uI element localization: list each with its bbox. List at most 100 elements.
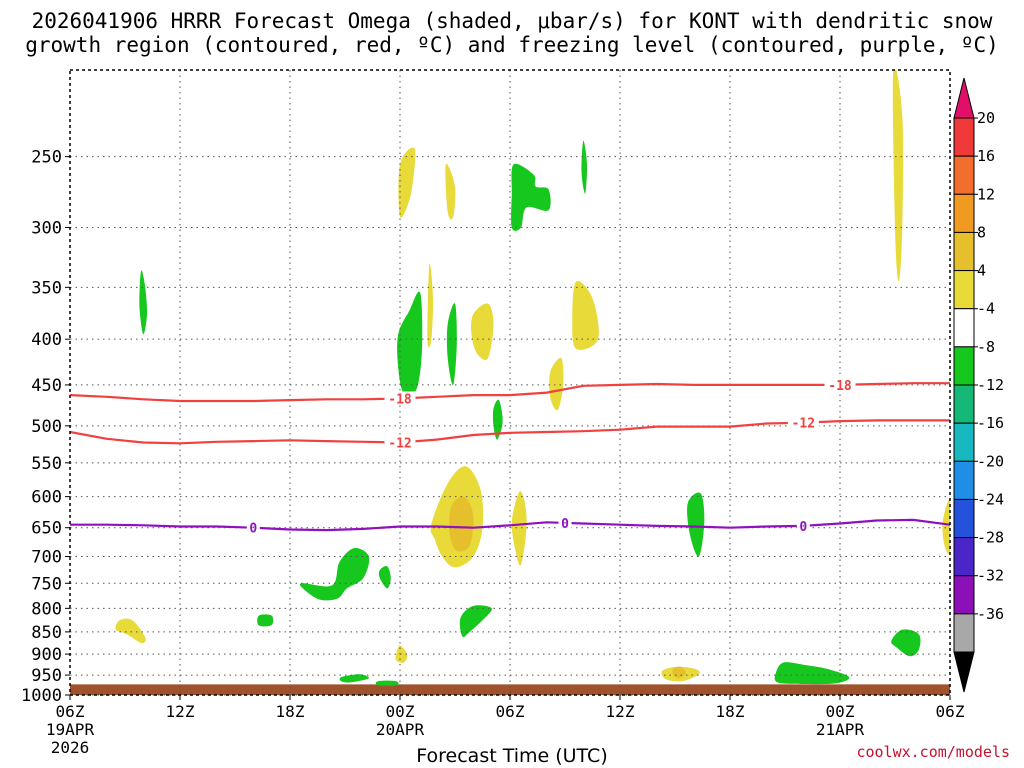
colorbar-bin	[953, 537, 975, 577]
contour-label: -18	[828, 379, 852, 394]
contour-label: -12	[388, 437, 411, 452]
y-tick-label: 1000	[21, 686, 62, 706]
y-tick-label: 550	[31, 454, 62, 474]
contour-label-background	[384, 435, 416, 450]
colorbar-tick-label: -24	[977, 490, 1004, 508]
colorbar-tick-label: -32	[977, 567, 1004, 585]
colorbar-tick-label: 20	[977, 109, 995, 127]
contour-label: 0	[561, 517, 569, 532]
omega-shaded-region	[115, 618, 146, 644]
colorbar-bin	[953, 613, 975, 653]
omega-shaded-region	[511, 491, 527, 566]
x-tick-label: 18Z	[276, 702, 305, 721]
colorbar-bin	[953, 384, 975, 424]
colorbar-tick-label: -4	[977, 300, 995, 318]
colorbar-tick-label: 16	[977, 147, 995, 165]
contour-label-background	[796, 518, 810, 533]
omega-shaded-region	[427, 263, 434, 348]
colorbar-bin	[953, 231, 975, 272]
colorbar-top-arrow	[953, 77, 975, 119]
contour-label: 0	[249, 522, 257, 537]
omega-shaded-region	[139, 270, 148, 335]
chart-title-line-2: growth region (contoured, red, ºC) and f…	[25, 33, 999, 57]
contour-label-background	[558, 515, 572, 530]
x-tick-date: 20APR	[376, 720, 425, 739]
x-tick-label: 06Z	[936, 702, 965, 721]
y-tick-label: 900	[31, 645, 62, 665]
x-tick-label: 00Z	[386, 702, 415, 721]
omega-shaded-region	[581, 140, 588, 194]
x-tick-label: 06Z	[496, 702, 525, 721]
omega-shaded-region	[397, 291, 423, 396]
ground-layer	[70, 684, 950, 695]
y-axis: 2503003504004505005506006507007508008509…	[21, 148, 70, 706]
colorbar-tick-label: -28	[977, 529, 1004, 547]
x-tick-date: 19APR	[46, 720, 95, 739]
x-tick-label: 18Z	[716, 702, 745, 721]
omega-shaded-region	[942, 499, 950, 554]
x-tick-year: 2026	[51, 738, 90, 757]
colorbar-tick-label: 8	[977, 223, 986, 241]
y-tick-label: 650	[31, 519, 62, 539]
colorbar: 20 16 12 8 4 -4 -8 -12 -16 -20 -24 -28 -32 -36	[953, 77, 1004, 693]
omega-shaded-region	[891, 629, 921, 657]
colorbar-tick-label: -16	[977, 414, 1004, 432]
omega-shaded-region	[398, 147, 416, 218]
contour-label: -18	[388, 392, 412, 407]
omega-shaded-region	[511, 163, 551, 231]
ground-fill	[70, 684, 950, 695]
y-tick-label: 450	[31, 376, 62, 396]
y-tick-label: 700	[31, 547, 62, 567]
colorbar-bin	[953, 117, 975, 157]
contour-label-background	[384, 391, 416, 406]
y-tick-label: 350	[31, 278, 62, 298]
x-tick-label: 06Z	[56, 702, 85, 721]
grid-layer	[70, 70, 950, 696]
colorbar-bin	[953, 193, 975, 233]
colorbar-bottom-arrow	[953, 651, 975, 693]
contour-label-layer: -18 -18 -12 -12 0 0 0	[246, 377, 856, 537]
omega-shaded-region	[375, 680, 399, 686]
x-tick-date: 21APR	[816, 720, 865, 739]
y-tick-label: 400	[31, 330, 62, 350]
omega-shaded-region	[449, 496, 474, 552]
omega-shaded-region	[572, 281, 599, 350]
omega-shaded-region	[339, 674, 370, 683]
plot-background	[70, 70, 950, 695]
omega-shaded-region	[299, 547, 370, 601]
colorbar-bin	[953, 308, 975, 348]
colorbar-bin	[953, 155, 975, 195]
contour-label-background	[787, 415, 819, 430]
colorbar-tick-label: 4	[977, 262, 986, 280]
omega-shading-layer	[115, 70, 950, 686]
colorbar-tick-label: 12	[977, 185, 995, 203]
omega-shaded-region	[445, 163, 456, 220]
site-credit: coolwx.com/models	[856, 743, 1010, 761]
y-tick-label: 300	[31, 218, 62, 238]
colorbar-tick-label: -36	[977, 605, 1004, 623]
x-axis-title: Forecast Time (UTC)	[416, 745, 608, 767]
y-tick-label: 950	[31, 666, 62, 686]
omega-shaded-region	[774, 662, 850, 685]
colorbar-bin	[953, 422, 975, 462]
colorbar-bin	[953, 346, 975, 386]
contour-label: 0	[799, 520, 807, 535]
y-tick-label: 850	[31, 623, 62, 643]
colorbar-bin	[953, 270, 975, 310]
omega-shaded-region	[471, 303, 494, 361]
omega-shaded-region	[257, 614, 274, 627]
omega-shaded-region	[687, 492, 705, 557]
y-tick-label: 800	[31, 599, 62, 619]
y-tick-label: 750	[31, 574, 62, 594]
omega-shaded-region	[446, 303, 457, 386]
x-tick-label: 00Z	[826, 702, 855, 721]
colorbar-tick-label: -8	[977, 338, 995, 356]
omega-shaded-region	[549, 357, 564, 411]
colorbar-tick-label: -12	[977, 376, 1004, 394]
contour-line	[70, 382, 950, 403]
omega-shaded-region	[892, 70, 904, 282]
x-tick-label: 12Z	[606, 702, 635, 721]
x-tick-label: 12Z	[166, 702, 195, 721]
